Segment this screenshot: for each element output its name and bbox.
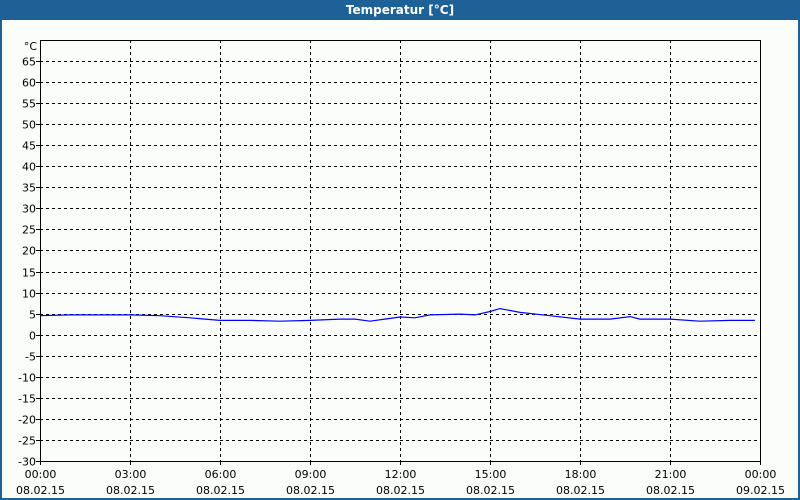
x-tick-date: 08.02.15	[556, 484, 605, 497]
x-tick-time: 00:00	[745, 468, 777, 481]
y-tick-label: 35	[22, 182, 36, 195]
y-axis-unit: °C	[24, 40, 38, 53]
x-tick-time: 15:00	[475, 468, 507, 481]
x-tick-time: 00:00	[25, 468, 57, 481]
y-tick-label: 15	[22, 267, 36, 280]
x-tick-date: 09.02.15	[736, 484, 785, 497]
y-tick-label: 30	[22, 203, 36, 216]
y-tick-label: -15	[18, 393, 36, 406]
x-tick-date: 08.02.15	[16, 484, 65, 497]
y-tick-label: 5	[29, 309, 36, 322]
temperature-series-line	[39, 307, 755, 322]
x-tick-time: 18:00	[565, 468, 597, 481]
y-tick-label: 40	[22, 161, 36, 174]
y-tick-label: -10	[18, 372, 36, 385]
x-tick-date: 08.02.15	[376, 484, 425, 497]
y-tick-label: 45	[22, 140, 36, 153]
x-tick-time: 09:00	[295, 468, 327, 481]
y-tick-label: 0	[29, 330, 36, 343]
y-tick-label: 60	[22, 77, 36, 90]
x-tick-date: 08.02.15	[106, 484, 155, 497]
y-tick-label: 25	[22, 224, 36, 237]
y-tick-label: -30	[18, 456, 36, 469]
y-tick-label: -25	[18, 435, 36, 448]
y-tick-label: 20	[22, 245, 36, 258]
plot-frame	[40, 40, 761, 462]
x-tick-time: 03:00	[115, 468, 147, 481]
x-tick-date: 08.02.15	[646, 484, 695, 497]
x-tick-time: 21:00	[655, 468, 687, 481]
y-tick-label: 55	[22, 98, 36, 111]
x-tick-date: 08.02.15	[196, 484, 245, 497]
x-tick-date: 08.02.15	[286, 484, 335, 497]
y-tick-label: 10	[22, 288, 36, 301]
y-tick-label: 50	[22, 119, 36, 132]
y-tick-label: -20	[18, 414, 36, 427]
x-tick-time: 12:00	[385, 468, 417, 481]
y-tick-label: 65	[22, 56, 36, 69]
chart-title: Temperatur [°C]	[345, 3, 455, 17]
x-tick-date: 08.02.15	[466, 484, 515, 497]
x-tick-time: 06:00	[205, 468, 237, 481]
y-tick-label: -5	[25, 351, 36, 364]
